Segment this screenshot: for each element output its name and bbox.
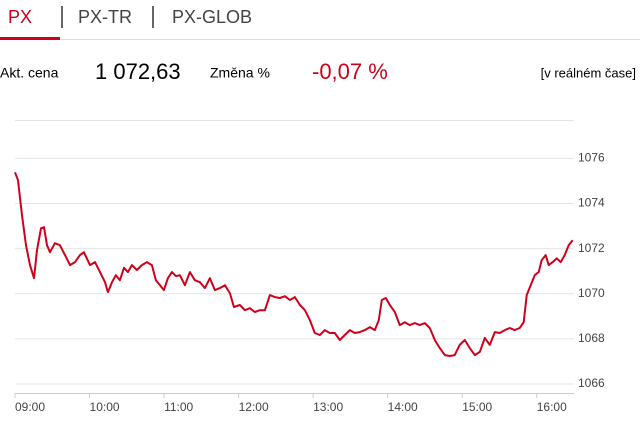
tab[interactable]: PX	[8, 7, 32, 27]
price-label: Akt. cena	[0, 65, 59, 81]
active-tab-underline	[0, 37, 60, 40]
y-tick-label: 1074	[578, 196, 605, 210]
price: 1 072,63	[95, 59, 181, 84]
change: -0,07 %	[312, 59, 388, 84]
mode: [v reálném čase]	[541, 65, 636, 80]
x-tick-label: 09:00	[15, 400, 45, 414]
x-tick-label: 13:00	[313, 400, 343, 414]
y-tick-label: 1068	[578, 331, 605, 345]
y-tick-label: 1070	[578, 286, 605, 300]
x-tick-label: 10:00	[90, 400, 120, 414]
x-tick-label: 15:00	[462, 400, 492, 414]
x-tick-label: 16:00	[537, 400, 567, 414]
x-tick-label: 11:00	[164, 400, 193, 414]
tab[interactable]: PX-TR	[78, 7, 132, 27]
y-tick-label: 1066	[578, 376, 605, 390]
x-tick-label: 14:00	[388, 400, 418, 414]
y-tick-label: 1076	[578, 151, 605, 165]
x-tick-label: 12:00	[239, 400, 269, 414]
change-label: Změna %	[210, 65, 270, 81]
y-tick-label: 1072	[578, 241, 605, 255]
price-line	[14, 171, 574, 357]
tab[interactable]: PX-GLOB	[172, 7, 252, 27]
